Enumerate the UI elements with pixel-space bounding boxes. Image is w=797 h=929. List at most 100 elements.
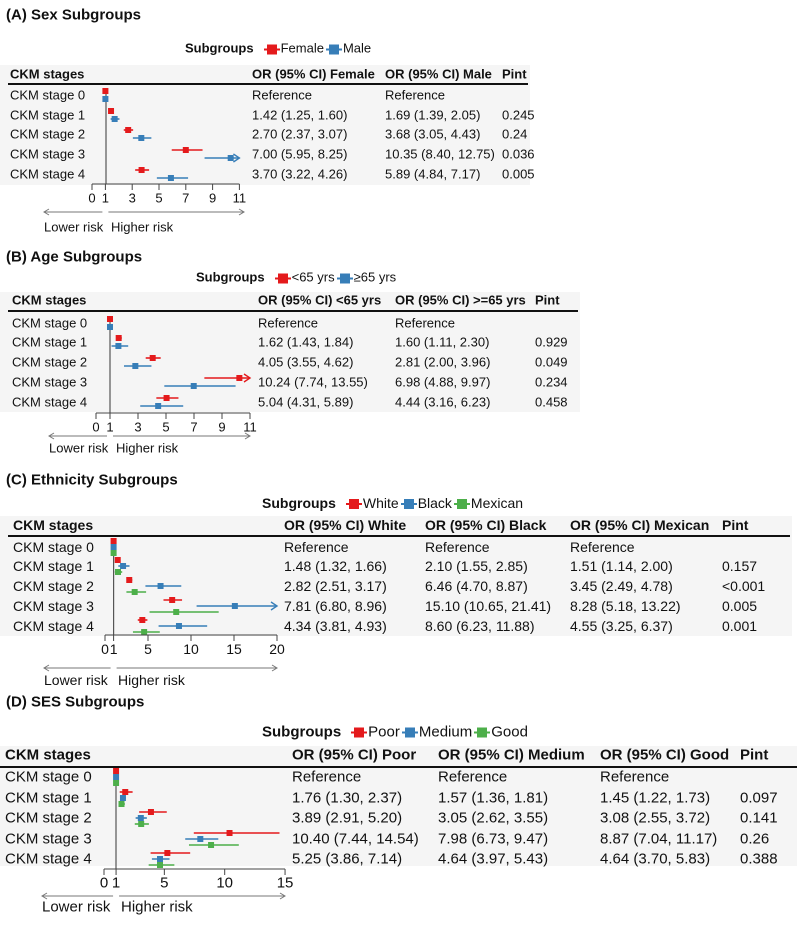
table-cell: Reference (438, 768, 508, 786)
legend-swatch (400, 499, 417, 510)
x-tick-label: 3 (134, 419, 142, 435)
higher-risk-label: Higher risk (118, 672, 185, 688)
column-header: CKM stages (10, 66, 85, 82)
point-estimate (175, 623, 182, 629)
x-tick-label: 15 (226, 641, 242, 657)
table-cell: 1.51 (1.14, 2.00) (570, 558, 673, 574)
table-cell: 0.049 (535, 354, 568, 370)
x-tick-label: 0 (99, 874, 109, 892)
table-cell: 3.45 (2.49, 4.78) (570, 578, 673, 594)
point-estimate (231, 603, 238, 609)
x-tick-label: 3 (128, 190, 136, 206)
legend-label: White (362, 495, 399, 511)
point-estimate (197, 836, 204, 842)
row-label: CKM stage 0 (10, 87, 86, 103)
x-tick-label: 1 (106, 419, 114, 435)
table-cell: 0.234 (535, 374, 568, 390)
lower-risk-label: Lower risk (44, 219, 104, 235)
table-cell: 4.34 (3.81, 4.93) (284, 618, 387, 634)
legend-swatch (336, 273, 353, 284)
table-cell: 1.76 (1.30, 2.37) (292, 789, 403, 807)
column-header: OR (95% CI) Poor (292, 746, 417, 764)
legend-swatch (453, 499, 470, 510)
x-tick-label: 1 (111, 874, 121, 892)
table-cell: Reference (258, 315, 318, 331)
point-estimate (122, 789, 129, 795)
point-estimate (125, 127, 132, 133)
point-estimate (155, 403, 162, 409)
legend-label: <65 yrs (291, 269, 335, 285)
point-estimate (131, 589, 138, 595)
lower-risk-label: Lower risk (42, 898, 111, 916)
point-estimate (113, 768, 120, 774)
lower-risk-label: Lower risk (49, 440, 109, 456)
point-estimate (208, 842, 215, 848)
column-header: Pint (535, 292, 560, 308)
column-header: CKM stages (13, 517, 94, 533)
legend-swatch (351, 727, 368, 738)
x-tick-label: 0 (88, 190, 96, 206)
lower-risk-arrowhead (43, 664, 50, 672)
x-tick-label: 7 (190, 419, 198, 435)
point-estimate (149, 355, 156, 361)
table-cell: 3.05 (2.62, 3.55) (438, 809, 549, 827)
x-tick-label: 5 (162, 419, 170, 435)
panel-title: (B) Age Subgroups (6, 248, 143, 266)
legend: Subgroups Poor Medium Good (262, 725, 528, 740)
table-cell: 0.245 (502, 107, 535, 123)
table-cell: 6.46 (4.70, 8.87) (425, 578, 528, 594)
point-estimate (236, 375, 243, 381)
table-cell: 3.08 (2.55, 3.72) (600, 809, 711, 827)
point-estimate (107, 324, 113, 330)
x-tick-label: 10 (183, 641, 199, 657)
point-estimate (173, 609, 180, 615)
lower-risk-arrowhead (41, 892, 48, 900)
table-cell: 0.097 (740, 789, 778, 807)
x-tick-label: 1 (101, 190, 110, 206)
table-cell: 8.60 (6.23, 11.88) (425, 618, 535, 634)
table-cell: 6.98 (4.88, 9.97) (395, 374, 491, 390)
point-estimate (111, 116, 118, 122)
table-cell: Reference (395, 315, 455, 331)
point-estimate (138, 135, 145, 141)
row-label: CKM stage 2 (5, 809, 92, 827)
column-header: OR (95% CI) Male (385, 66, 492, 82)
row-label: CKM stage 0 (5, 768, 92, 786)
column-header: OR (95% CI) Medium (438, 746, 585, 764)
legend-label: Black (417, 495, 452, 511)
legend-label: Medium (418, 723, 473, 741)
table-cell: 1.60 (1.11, 2.30) (395, 334, 490, 350)
column-header: OR (95% CI) >=65 yrs (395, 292, 526, 308)
row-label: CKM stage 0 (13, 539, 94, 555)
x-tick-label: 11 (243, 419, 257, 435)
table-cell: 1.45 (1.22, 1.73) (600, 789, 711, 807)
table-cell: 0.458 (535, 394, 568, 410)
legend-swatch (345, 499, 362, 510)
legend-label: Female (280, 40, 324, 56)
table-cell: Reference (570, 539, 635, 555)
x-tick-label: 0 (92, 419, 100, 435)
x-tick-label: 15 (276, 874, 294, 892)
point-estimate (138, 167, 145, 173)
x-tick-label: 9 (208, 190, 217, 206)
legend-swatch (263, 44, 280, 55)
table-cell: 5.25 (3.86, 7.14) (292, 850, 403, 868)
x-tick-label: 1 (109, 641, 118, 657)
panel-title: (D) SES Subgroups (6, 693, 145, 711)
table-cell: 7.98 (6.73, 9.47) (438, 830, 549, 848)
point-estimate (167, 175, 174, 181)
row-label: CKM stage 3 (12, 374, 88, 390)
row-label: CKM stage 3 (5, 830, 92, 848)
point-estimate (139, 617, 146, 623)
x-tick-label: 20 (269, 641, 285, 657)
point-estimate (114, 557, 121, 563)
point-estimate (108, 108, 115, 114)
table-cell: 4.55 (3.25, 6.37) (570, 618, 673, 634)
table-cell: 0.388 (740, 850, 778, 868)
point-estimate (147, 809, 154, 815)
table-cell: 1.57 (1.36, 1.81) (438, 789, 549, 807)
point-estimate (110, 538, 117, 544)
legend-swatch (474, 727, 491, 738)
point-estimate (157, 856, 164, 862)
point-estimate (169, 597, 176, 603)
